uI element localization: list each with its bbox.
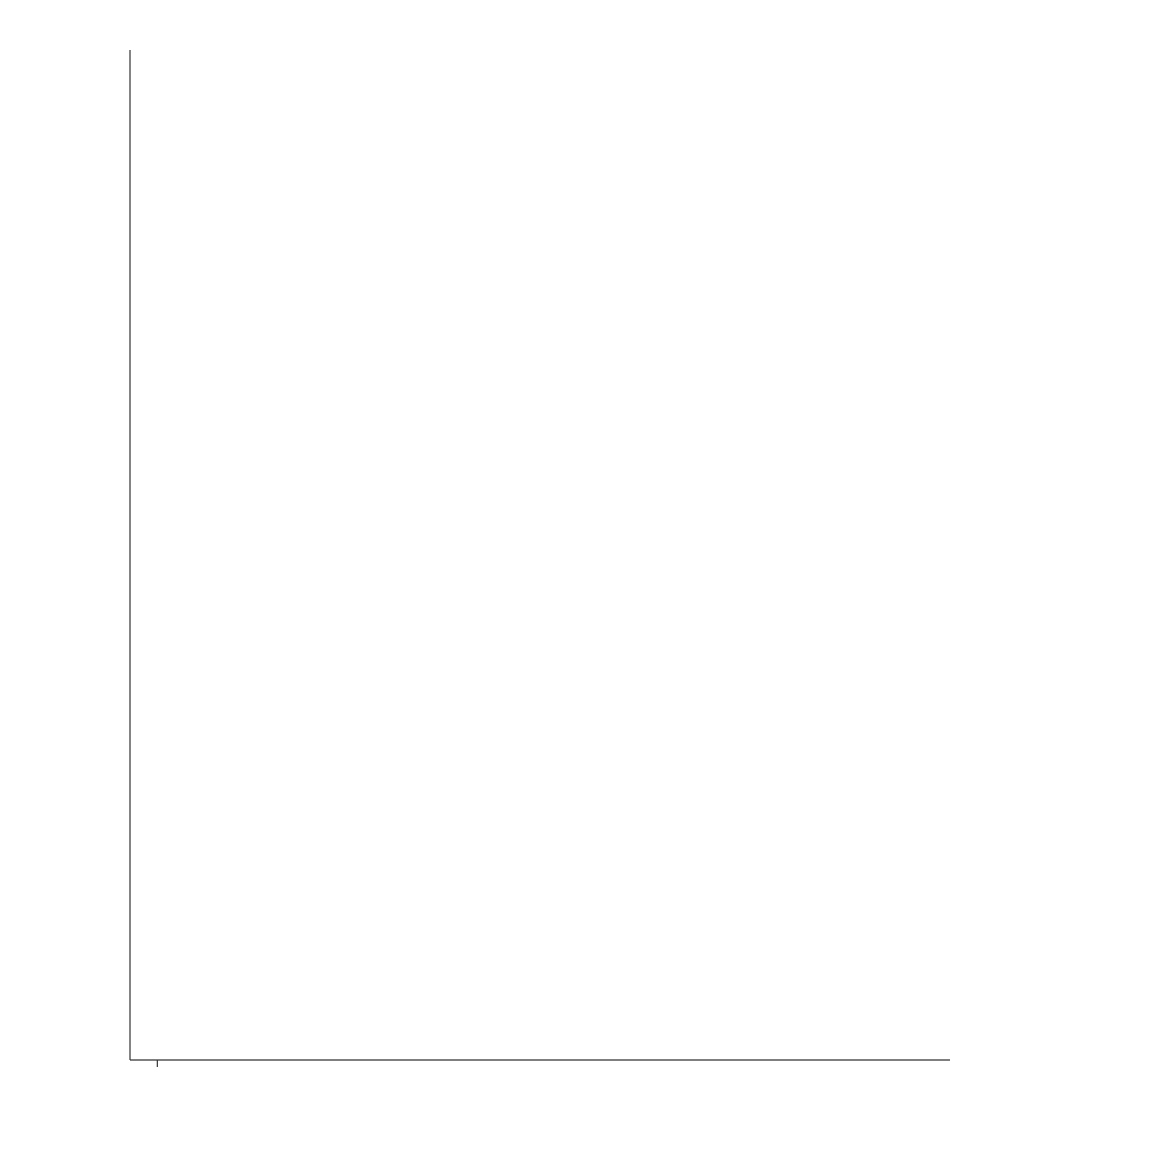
chart-svg xyxy=(0,0,1152,1152)
chart-bg xyxy=(0,0,1152,1152)
scatter-chart xyxy=(0,0,1152,1152)
